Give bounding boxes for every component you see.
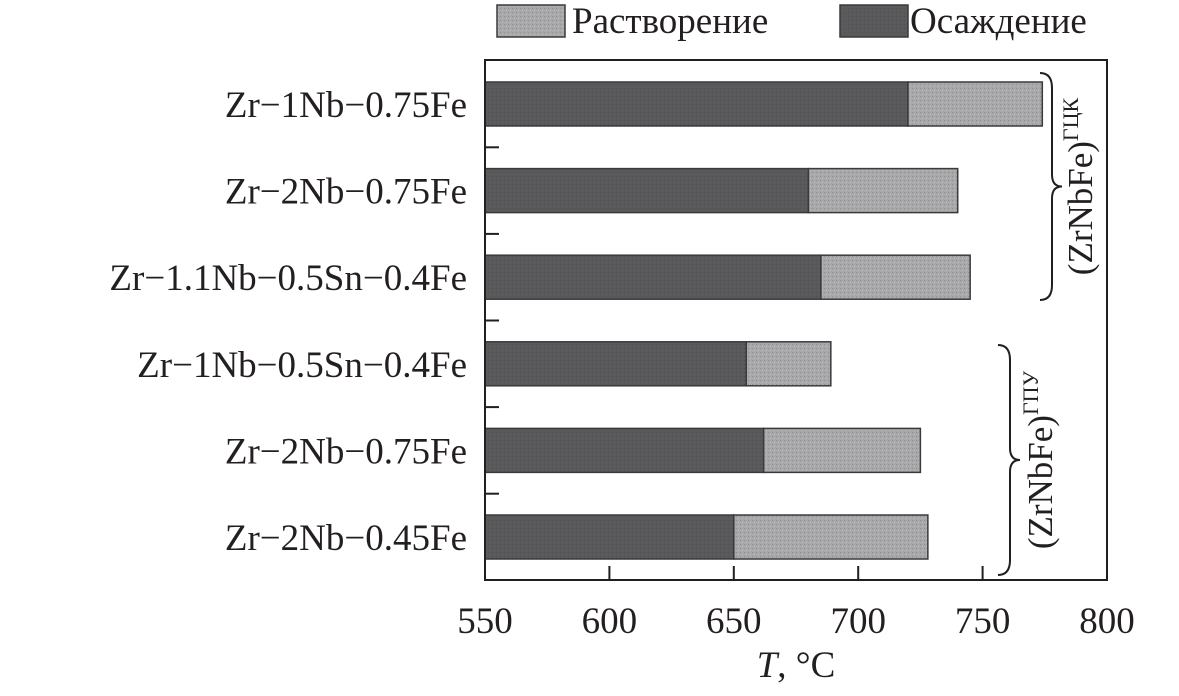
category-label: Zr−2Nb−0.75Fe — [225, 431, 467, 472]
group-brace — [997, 344, 1021, 576]
group-braces: (ZrNbFe)ГЦК(ZrNbFe)ГПУ — [997, 72, 1100, 576]
x-tick-label: 700 — [830, 601, 886, 642]
group-label-phase: ГПУ — [1018, 370, 1043, 415]
category-label: Zr−1Nb−0.75Fe — [225, 85, 467, 126]
bars — [484, 81, 1044, 560]
group-label-formula: (ZrNbFe) — [1061, 141, 1100, 275]
bar-rastvorenie — [820, 254, 971, 300]
group-label: (ZrNbFe)ГЦК — [1058, 97, 1100, 275]
bar-rastvorenie — [907, 81, 1044, 127]
bar-rastvorenie — [762, 427, 922, 474]
bar-osazhdenie — [484, 427, 765, 474]
bar-rastvorenie — [745, 341, 832, 387]
group-brace — [1039, 72, 1063, 301]
bar-osazhdenie — [484, 167, 810, 214]
bar-rastvorenie — [733, 514, 929, 560]
legend-label: Осаждение — [910, 1, 1087, 42]
x-tick-label: 800 — [1079, 601, 1135, 642]
bar-osazhdenie — [484, 514, 735, 560]
axes: Zr−1Nb−0.75Fe Zr−2Nb−0.75Fe Zr−1.1Nb−0.5Sn… — [109, 59, 1135, 686]
legend-swatch — [839, 4, 909, 38]
x-tick-label: 550 — [457, 601, 513, 642]
category-label: Zr−2Nb−0.45Fe — [225, 518, 467, 559]
plot-frame — [484, 59, 1108, 581]
x-axis-label-symbol: T — [757, 645, 780, 686]
category-label: Zr−1.1Nb−0.5Sn−0.4Fe — [109, 258, 467, 299]
group-label: (ZrNbFe)ГПУ — [1018, 370, 1060, 549]
group-label-formula: (ZrNbFe) — [1021, 415, 1060, 549]
legend-label: Растворение — [572, 1, 768, 42]
x-tick-label: 600 — [582, 601, 638, 642]
category-label: Zr−2Nb−0.75Fe — [225, 172, 467, 213]
category-label: Zr−1Nb−0.5Sn−0.4Fe — [137, 345, 467, 386]
bar-osazhdenie — [484, 254, 822, 300]
bar-osazhdenie — [484, 81, 909, 127]
x-tick-label: 650 — [706, 601, 762, 642]
bar-rastvorenie — [807, 167, 959, 214]
x-axis-label-unit: , °C — [777, 645, 835, 686]
legend-swatch — [496, 4, 566, 38]
x-tick-label: 750 — [955, 601, 1011, 642]
legend: Растворение Осаждение — [496, 1, 1087, 42]
group-label-phase: ГЦК — [1058, 97, 1083, 141]
bar-osazhdenie — [484, 341, 747, 387]
x-axis-label: T, °C — [757, 645, 836, 686]
